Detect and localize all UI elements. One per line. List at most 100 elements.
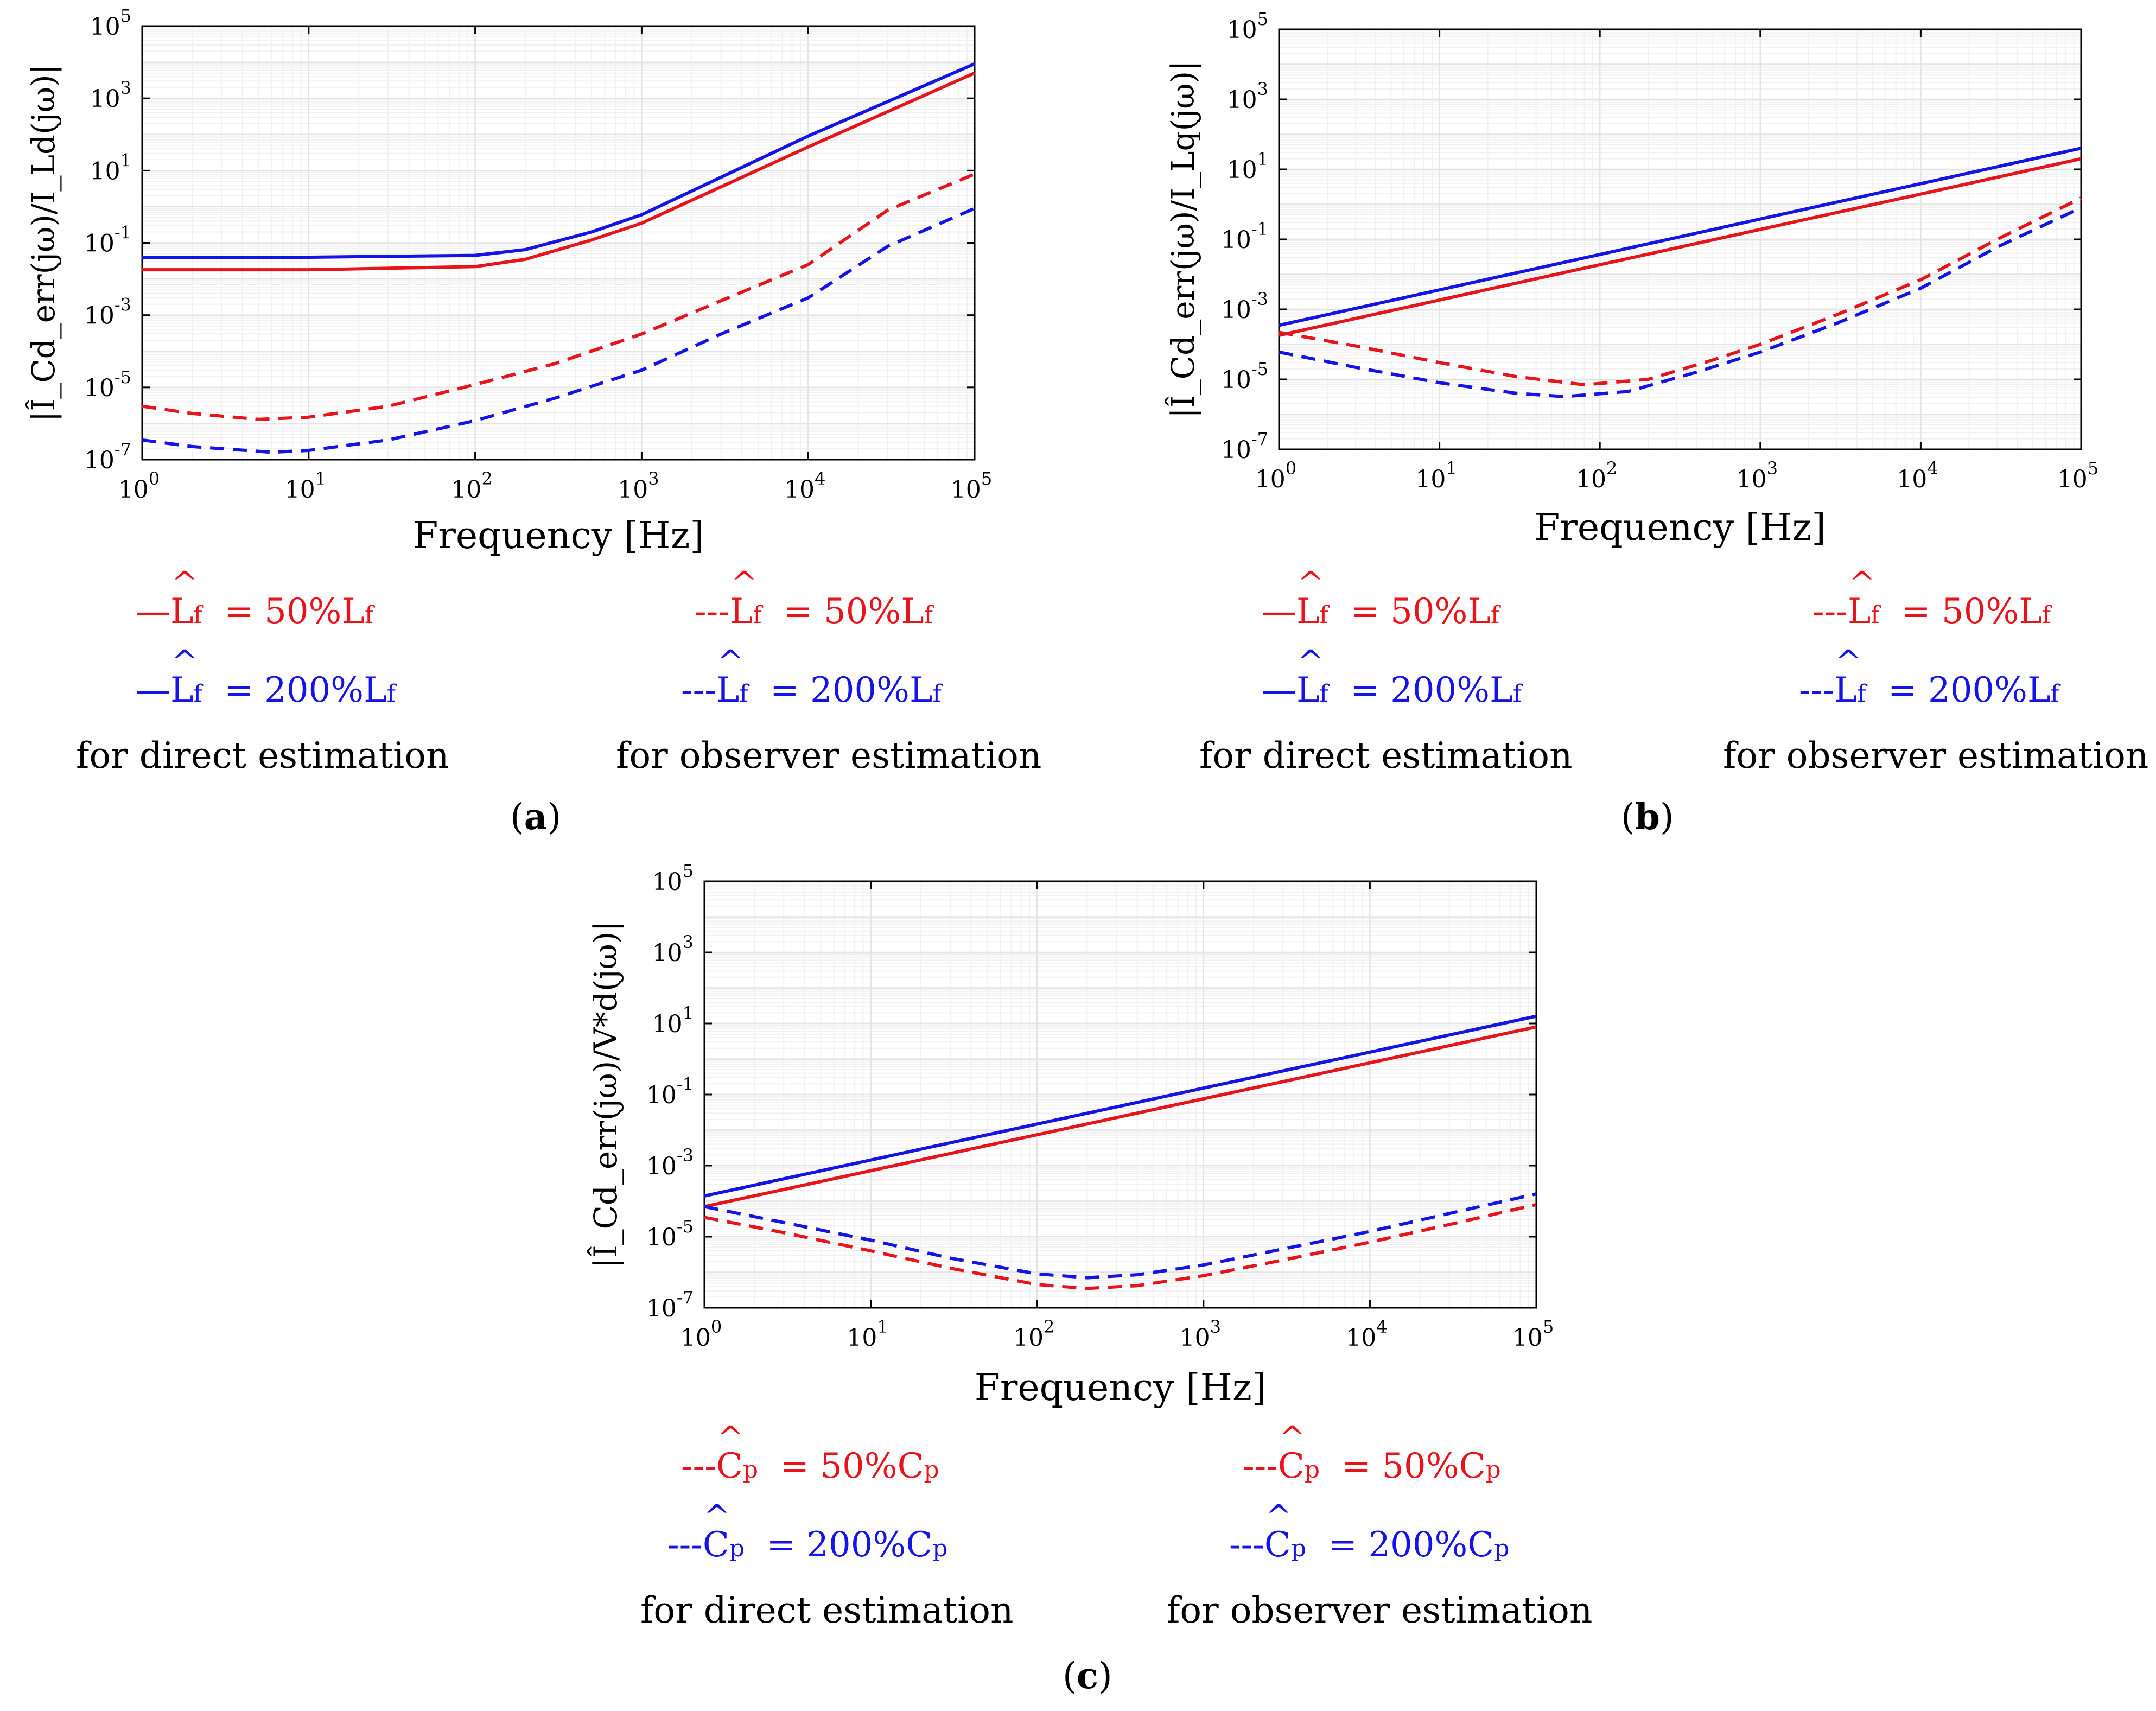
series-a-blue-dashed	[142, 207, 976, 454]
legend-line-red: —	[1262, 591, 1296, 632]
legend-line-red: ---	[695, 591, 730, 632]
panel-label-a: (a)	[510, 796, 562, 838]
x-tick-label: 100	[1255, 458, 1296, 493]
x-tick-label: 102	[451, 468, 492, 504]
legend-symbol: ^ C	[716, 1419, 744, 1486]
x-tick-label: 101	[1415, 458, 1457, 493]
panel-label-c: (c)	[1063, 1655, 1112, 1697]
y-tick-label: 105	[90, 5, 131, 41]
grid-c	[703, 880, 1537, 1309]
x-tick-label: 105	[1512, 1316, 1554, 1352]
y-tick-label: 10-1	[1221, 219, 1268, 254]
series-c-blue-dashed	[704, 1192, 1537, 1280]
legend-entry-a-direct-blue: — ^ Lf = 200%Lf	[136, 643, 396, 710]
x-tick-label: 100	[118, 468, 160, 504]
legend-note-a-direct: for direct estimation	[76, 735, 449, 777]
legend-note-c-observer: for observer estimation	[1167, 1589, 1593, 1631]
legend-line-red: ---	[1243, 1446, 1278, 1486]
legend-symbol: ^ L	[1296, 643, 1324, 710]
legend-line-red: ---	[1812, 591, 1848, 632]
y-tick-label: 101	[90, 150, 131, 185]
legend-symbol: ^ C	[1264, 1498, 1292, 1565]
x-tick-label: 103	[618, 468, 659, 504]
x-axis-label-a: Frequency [Hz]	[412, 514, 704, 557]
legend-note-b-direct: for direct estimation	[1199, 735, 1573, 777]
legend-symbol: ^ L	[1847, 564, 1875, 632]
legend-entry-c-observer-red: --- ^ Cp = 50%Cp	[1243, 1419, 1501, 1486]
legend-note-b-observer: for observer estimation	[1723, 735, 2149, 777]
legend-symbol: ^ L	[170, 643, 198, 710]
series-a-red-dashed	[142, 173, 976, 421]
series-c-red-dashed	[704, 1203, 1537, 1290]
series-b-blue-solid	[1279, 147, 2082, 327]
legend-entry-b-direct-red: — ^ Lf = 50%Lf	[1262, 564, 1500, 632]
y-tick-label: 105	[1227, 9, 1268, 44]
legend-symbol: ^ L	[1296, 564, 1324, 632]
y-tick-label: 103	[652, 932, 694, 967]
legend-symbol: ^ L	[729, 564, 758, 632]
legend-line-blue: ---	[1799, 670, 1834, 710]
series-b-blue-dashed	[1279, 206, 2082, 398]
legend-entry-b-direct-blue: — ^ Lf = 200%Lf	[1262, 643, 1522, 710]
y-tick-label: 10-5	[646, 1216, 694, 1251]
y-tick-label: 105	[652, 861, 694, 896]
legend-line-blue: ---	[1229, 1525, 1264, 1565]
y-tick-label: 10-7	[1221, 429, 1268, 464]
series-b-red-dashed	[1279, 196, 2082, 386]
legend-line-blue: —	[136, 670, 170, 710]
x-tick-label: 104	[1346, 1316, 1387, 1352]
legend-note-a-observer: for observer estimation	[616, 735, 1042, 777]
y-tick-label: 101	[1227, 149, 1268, 184]
chart-a: 100 101 102 103 104 105 10-7 10-5 10-3 10-1 101 103…	[25, 5, 992, 557]
x-tick-label: 105	[2057, 458, 2098, 493]
y-tick-label: 10-3	[646, 1145, 694, 1180]
x-axis-label-b: Frequency [Hz]	[1534, 506, 1826, 549]
y-tick-label: 10-7	[84, 439, 131, 474]
x-tick-label: 101	[847, 1316, 888, 1352]
legend-symbol: ^ C	[702, 1498, 730, 1565]
chart-b: 100 101 102 103 104 105 10-7 10-5 10-3 10-1 101 103…	[1165, 9, 2098, 549]
legend-entry-c-observer-blue: --- ^ Cp = 200%Cp	[1229, 1498, 1510, 1565]
legend-line-red: —	[136, 591, 170, 632]
x-tick-label: 104	[784, 468, 825, 504]
legend-entry-a-observer-blue: --- ^ Lf = 200%Lf	[681, 643, 942, 710]
series-a-blue-solid	[142, 62, 976, 259]
y-tick-label: 10-3	[1221, 289, 1268, 324]
legend-entry-c-direct-blue: --- ^ Cp = 200%Cp	[667, 1498, 948, 1565]
y-tick-label: 101	[652, 1003, 694, 1038]
chart-c: 100 101 102 103 104 105 10-7 10-5 10-3 10-1 101 103…	[587, 861, 1554, 1409]
y-tick-label: 10-3	[84, 295, 131, 330]
series-c-red-solid	[704, 1025, 1537, 1208]
y-tick-label: 10-5	[84, 367, 131, 402]
x-tick-label: 101	[285, 468, 326, 504]
series-b-red-solid	[1279, 157, 2082, 337]
x-tick-label: 102	[1576, 458, 1617, 493]
legend-entry-a-observer-red: --- ^ Lf = 50%Lf	[695, 564, 933, 632]
legend-line-red: ---	[681, 1446, 716, 1486]
y-axis-label-b: |Î_Cd_err(jω)/I_Lq(jω)|	[1165, 60, 1201, 418]
series-a-red-solid	[142, 71, 976, 272]
legend-symbol: ^ L	[716, 643, 744, 710]
y-tick-label: 10-5	[1221, 359, 1268, 394]
y-tick-label: 10-1	[646, 1074, 694, 1109]
legend-symbol: ^ L	[1834, 643, 1862, 710]
legend-note-c-direct: for direct estimation	[640, 1589, 1014, 1631]
legend-line-blue: ---	[681, 670, 716, 710]
legend-symbol: ^ L	[170, 564, 198, 632]
y-axis-label-c: |Î_Cd_err(jω)/V*d(jω)|	[587, 921, 624, 1268]
y-tick-label: 103	[90, 78, 131, 113]
x-tick-label: 104	[1897, 458, 1938, 493]
y-tick-label: 10-7	[646, 1287, 694, 1322]
legend-entry-b-observer-blue: --- ^ Lf = 200%Lf	[1799, 643, 2059, 710]
y-axis-label-a: |Î_Cd_err(jω)/I_Ld(jω)|	[25, 64, 62, 422]
legend-entry-b-observer-red: --- ^ Lf = 50%Lf	[1812, 564, 2051, 632]
x-tick-label: 102	[1013, 1316, 1054, 1352]
grid-b	[1278, 28, 2082, 450]
grid-a	[141, 25, 976, 461]
legend-entry-a-direct-red: — ^ Lf = 50%Lf	[136, 564, 374, 632]
x-tick-label: 100	[680, 1316, 722, 1352]
panel-label-b: (b)	[1621, 796, 1674, 838]
legend-line-blue: ---	[667, 1525, 703, 1565]
